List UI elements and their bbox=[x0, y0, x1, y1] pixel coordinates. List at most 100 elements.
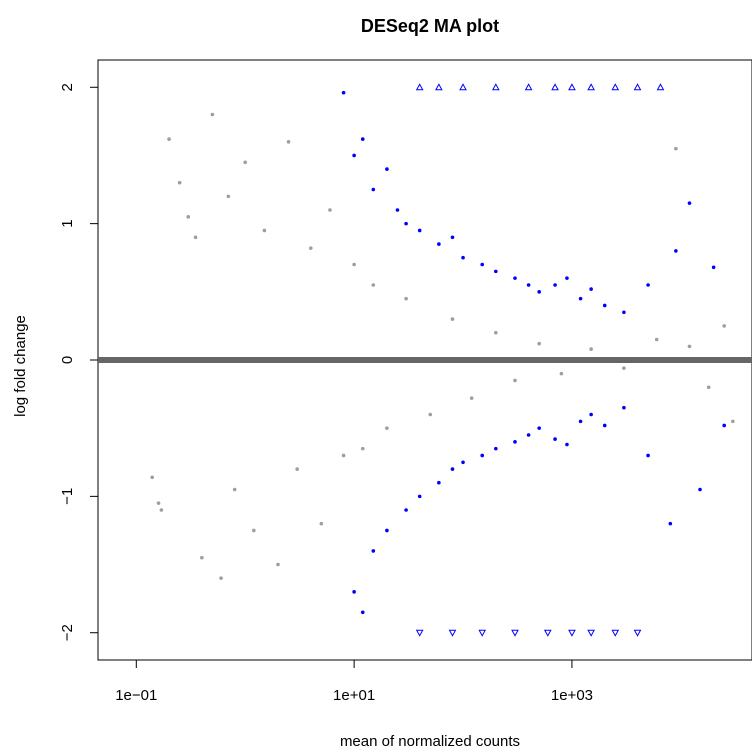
y-tick-label: 0 bbox=[59, 356, 76, 364]
non-significant-point bbox=[232, 487, 237, 492]
significant-point bbox=[646, 283, 650, 287]
non-significant-point bbox=[687, 344, 692, 349]
non-significant-point bbox=[559, 371, 564, 376]
non-significant-point bbox=[210, 112, 215, 117]
capped-point-down bbox=[478, 629, 487, 637]
significant-point bbox=[494, 446, 498, 451]
x-tick-label: 1e−01 bbox=[115, 687, 157, 704]
non-significant-point bbox=[328, 208, 332, 212]
significant-point bbox=[537, 426, 541, 430]
significant-point bbox=[450, 235, 455, 240]
non-significant-point bbox=[360, 446, 365, 451]
non-significant-point bbox=[469, 396, 474, 400]
x-tick-label: 1e+03 bbox=[551, 687, 593, 704]
non-significant-point bbox=[167, 137, 171, 141]
capped-point-up bbox=[611, 83, 620, 91]
y-tick-label: −1 bbox=[59, 488, 76, 505]
significant-point bbox=[494, 269, 498, 274]
non-significant-point bbox=[622, 366, 626, 370]
capped-point-down bbox=[415, 629, 424, 637]
significant-point bbox=[722, 423, 726, 428]
y-tick-label: 2 bbox=[59, 83, 76, 91]
significant-point bbox=[553, 437, 557, 441]
capped-point-up bbox=[587, 83, 595, 91]
significant-point bbox=[352, 590, 356, 594]
plot-area: 1e−01 1e+01 1e+03 −2 −1 0 1 2 bbox=[59, 59, 752, 704]
non-significant-point bbox=[706, 385, 711, 390]
significant-point bbox=[404, 508, 408, 512]
significant-point bbox=[395, 208, 400, 212]
significant-point bbox=[480, 453, 485, 458]
capped-point-down bbox=[543, 629, 552, 637]
capped-point-down bbox=[587, 629, 595, 637]
x-tick-label: 1e+01 bbox=[333, 687, 375, 704]
non-significant-point bbox=[428, 412, 433, 417]
capped-point-down bbox=[633, 629, 642, 637]
non-significant-point bbox=[722, 324, 726, 328]
non-significant-point bbox=[226, 194, 231, 199]
significant-point bbox=[385, 528, 389, 533]
significant-point bbox=[360, 610, 365, 615]
significant-point bbox=[371, 187, 376, 192]
non-significant-point bbox=[404, 296, 408, 301]
significant-point bbox=[480, 262, 485, 267]
significant-point bbox=[341, 90, 346, 95]
significant-point bbox=[565, 442, 569, 447]
significant-point bbox=[450, 467, 455, 471]
non-significant-point bbox=[200, 555, 204, 560]
non-significant-point bbox=[513, 378, 517, 383]
significant-point bbox=[513, 440, 517, 444]
non-significant-point bbox=[352, 262, 356, 267]
non-significant-point bbox=[308, 246, 313, 250]
significant-point bbox=[565, 276, 569, 280]
significant-point bbox=[711, 265, 716, 270]
capped-point-down bbox=[568, 629, 576, 637]
non-significant-point bbox=[341, 453, 346, 458]
non-significant-point bbox=[385, 426, 389, 430]
non-significant-point bbox=[159, 508, 164, 512]
capped-point-up bbox=[491, 83, 500, 91]
capped-point-up bbox=[656, 83, 665, 91]
y-tick-label: 1 bbox=[59, 219, 76, 227]
significant-point bbox=[437, 480, 441, 485]
non-significant-point bbox=[537, 341, 541, 346]
significant-point bbox=[553, 283, 557, 287]
non-significant-point bbox=[177, 180, 182, 185]
significant-point bbox=[698, 487, 702, 492]
x-axis-label: mean of normalized counts bbox=[340, 733, 520, 750]
capped-point-up bbox=[459, 83, 467, 91]
significant-point bbox=[513, 276, 517, 280]
significant-point bbox=[622, 310, 626, 315]
non-significant-point bbox=[186, 215, 191, 219]
significant-point bbox=[404, 221, 408, 226]
significant-point bbox=[526, 433, 531, 437]
y-axis-label: log fold change bbox=[12, 315, 29, 417]
non-significant-point bbox=[654, 337, 659, 342]
capped-point-down bbox=[448, 629, 457, 637]
significant-point bbox=[602, 423, 607, 428]
significant-point bbox=[589, 412, 593, 417]
non-significant-point bbox=[319, 521, 324, 526]
significant-point bbox=[417, 228, 422, 233]
non-significant-point bbox=[150, 475, 155, 480]
significant-point bbox=[646, 453, 650, 458]
non-significant-point bbox=[156, 501, 161, 505]
significant-point bbox=[461, 255, 465, 260]
capped-point-down bbox=[511, 629, 519, 637]
significant-point bbox=[352, 153, 356, 158]
non-significant-point bbox=[252, 528, 256, 533]
capped-point-down bbox=[611, 629, 620, 637]
capped-point-up bbox=[435, 83, 443, 91]
significant-point bbox=[589, 287, 593, 291]
chart-title: DESeq2 MA plot bbox=[361, 16, 499, 36]
non-significant-point bbox=[219, 576, 223, 580]
significant-point bbox=[622, 405, 626, 410]
significant-point bbox=[602, 303, 607, 308]
non-significant-point bbox=[193, 235, 198, 240]
significant-point bbox=[687, 201, 692, 205]
capped-point-up bbox=[524, 83, 533, 91]
significant-point bbox=[360, 137, 365, 141]
significant-point bbox=[578, 419, 583, 424]
